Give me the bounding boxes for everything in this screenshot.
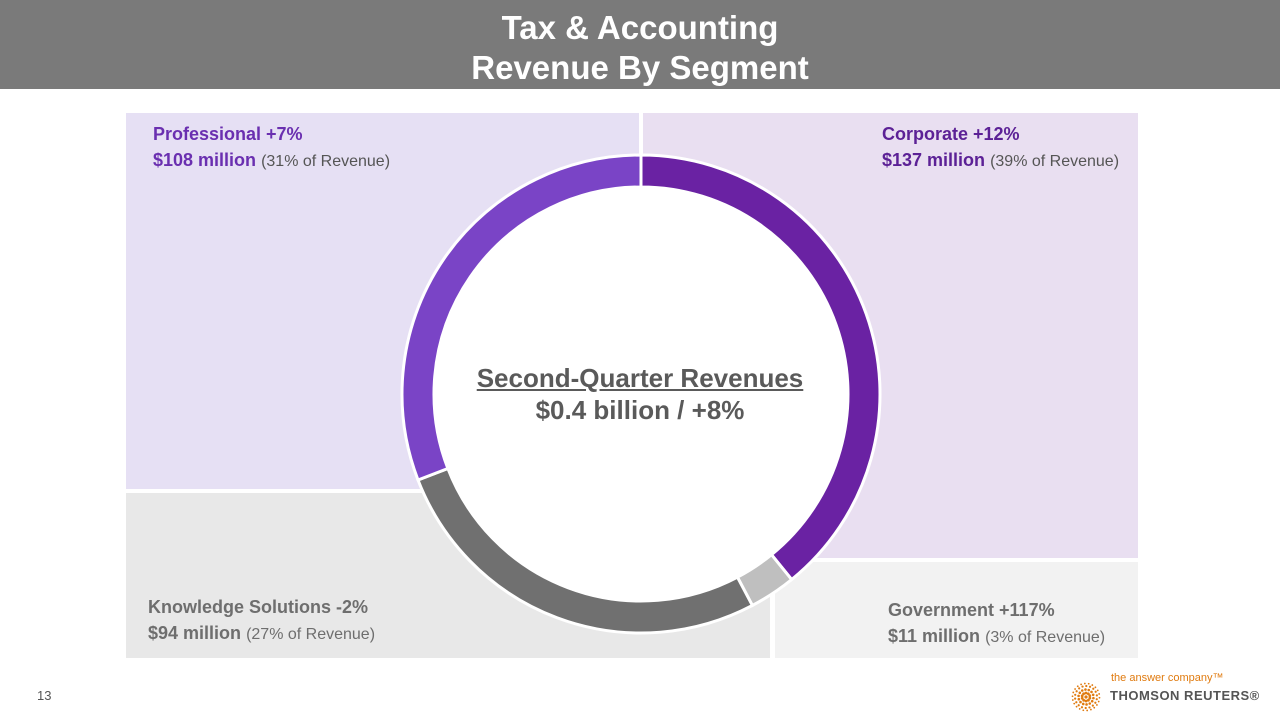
corporate-head: Corporate +12% xyxy=(882,124,1020,144)
professional-head: Professional +7% xyxy=(153,124,303,144)
government-head: Government +117% xyxy=(888,600,1055,620)
logo-brand-name: THOMSON REUTERS® xyxy=(1110,688,1260,703)
knowledge-solutions-share: (27% of Revenue) xyxy=(246,626,376,643)
knowledge-solutions-label: Knowledge Solutions -2% $94 million (27%… xyxy=(148,594,375,648)
professional-amount: $108 million xyxy=(153,150,257,170)
thomson-reuters-logo-icon xyxy=(1071,682,1101,712)
center-value: $0.4 billion / +8% xyxy=(535,395,745,425)
government-share: (3% of Revenue) xyxy=(985,629,1106,646)
knowledge-solutions-head: Knowledge Solutions -2% xyxy=(148,597,369,617)
corporate-share: (39% of Revenue) xyxy=(990,153,1120,170)
government-label: Government +117% $11 million (3% of Reve… xyxy=(888,597,1105,651)
corporate-amount: $137 million xyxy=(882,150,986,170)
donut-center-label: Second-Quarter Revenues $0.4 billion / +… xyxy=(440,362,840,426)
government-panel xyxy=(775,562,1138,658)
logo-tagline: the answer company™ xyxy=(1111,672,1224,684)
slide-title-line1: Tax & Accounting xyxy=(501,9,779,46)
government-amount: $11 million xyxy=(888,626,981,646)
slide-title-line2: Revenue By Segment xyxy=(471,49,809,86)
donut-slice-professional xyxy=(400,153,643,482)
donut-hole xyxy=(435,188,847,600)
professional-label: Professional +7% $108 million (31% of Re… xyxy=(153,121,390,175)
professional-share: (31% of Revenue) xyxy=(261,153,391,170)
knowledge-solutions-amount: $94 million xyxy=(148,623,242,643)
center-title: Second-Quarter Revenues xyxy=(476,363,804,393)
slide-header: Tax & Accounting Revenue By Segment xyxy=(0,0,1280,89)
page-number: 13 xyxy=(37,688,52,703)
corporate-label: Corporate +12% $137 million (39% of Reve… xyxy=(882,121,1119,175)
